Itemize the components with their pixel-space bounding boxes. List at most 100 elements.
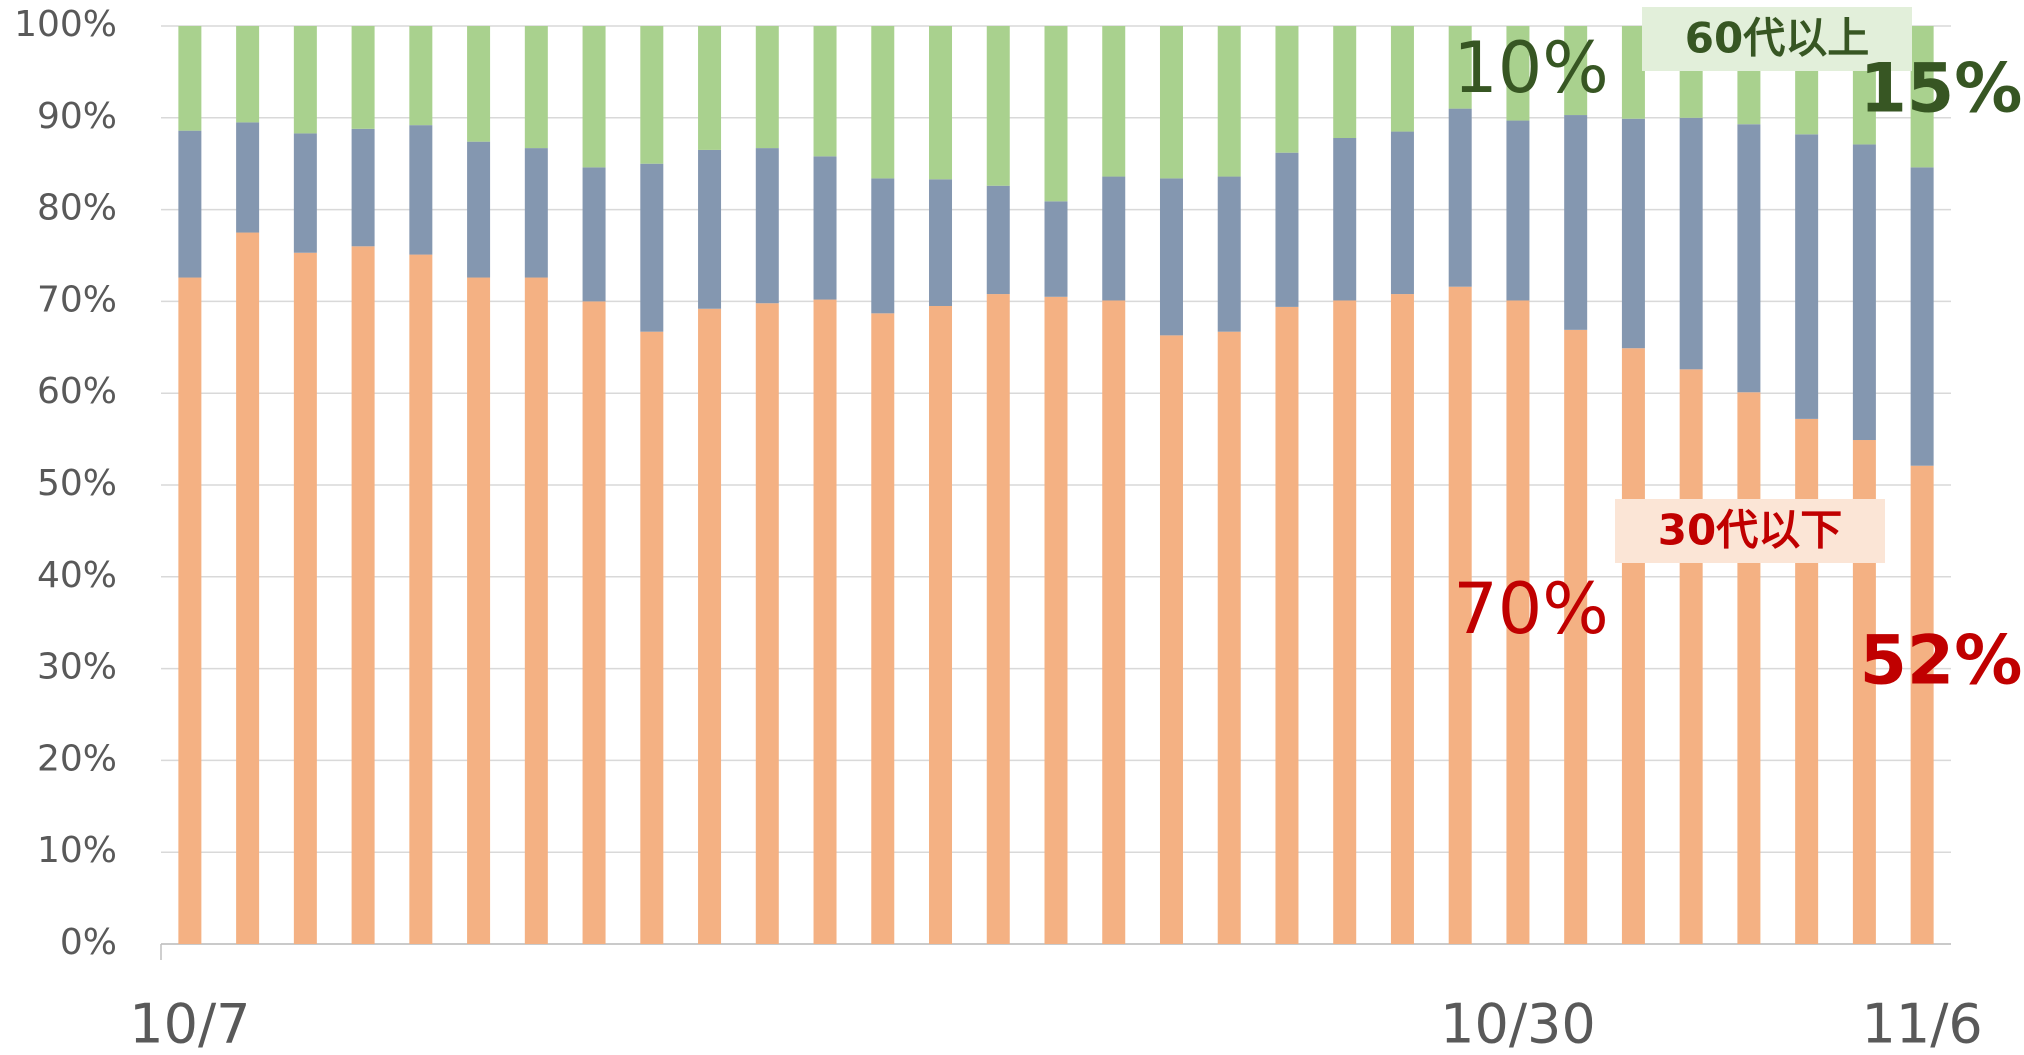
bar-segment xyxy=(640,331,664,945)
y-tick-label: 10% xyxy=(37,830,117,871)
bar-segment xyxy=(1448,26,1472,109)
bar-segment xyxy=(351,128,375,247)
y-tick-label: 0% xyxy=(60,922,117,963)
bar-segment xyxy=(755,148,779,304)
bar-segment xyxy=(351,246,375,944)
bar-segment xyxy=(1217,331,1241,945)
bar-segment xyxy=(1852,144,1876,441)
bar-segment xyxy=(986,26,1010,186)
bar-segment xyxy=(1390,294,1414,944)
y-tick-label: 80% xyxy=(37,188,117,229)
bar-segment xyxy=(1795,418,1819,944)
bar-segment xyxy=(582,301,606,944)
bar-segment xyxy=(755,303,779,945)
bar-segment xyxy=(1506,300,1530,944)
bar-segment xyxy=(178,26,202,131)
y-tick-label: 20% xyxy=(37,738,117,779)
annotation: 52% xyxy=(1860,622,2023,701)
bar-segment xyxy=(1506,120,1530,301)
bar-segment xyxy=(1448,108,1472,287)
bar-segment xyxy=(1217,176,1241,332)
bar-segment xyxy=(1390,26,1414,132)
bar-segment xyxy=(1275,26,1299,153)
bar-segment xyxy=(1679,369,1703,944)
bar-segment xyxy=(1044,26,1068,202)
bar-segment xyxy=(524,148,548,278)
bar-segment xyxy=(1910,167,1934,466)
bar-segment xyxy=(1795,134,1819,419)
bar-segment xyxy=(929,179,953,306)
bar-segment xyxy=(178,130,202,278)
bar-segment xyxy=(1910,26,1934,168)
bar-segment xyxy=(640,26,664,164)
series-label: 30代以下 xyxy=(1658,506,1842,555)
bar-segment xyxy=(409,26,433,126)
bar-segment xyxy=(524,26,548,149)
series-label-box xyxy=(1615,499,1885,563)
bar-segment xyxy=(1217,26,1241,177)
bar-segment xyxy=(1159,178,1183,336)
bar-segment xyxy=(698,26,722,150)
bar-segment xyxy=(293,252,317,945)
bar-segment xyxy=(1044,201,1068,297)
series-label: 60代以上 xyxy=(1685,14,1869,63)
bar-segment xyxy=(1679,117,1703,370)
bar-segment xyxy=(1390,131,1414,295)
annotation: 10% xyxy=(1453,27,1609,109)
bar-segment xyxy=(813,156,837,300)
bar-segment xyxy=(1910,465,1934,944)
bar-segment xyxy=(236,122,260,233)
bar-segment xyxy=(1102,300,1126,944)
y-tick-label: 90% xyxy=(37,96,117,137)
bar-segment xyxy=(1333,26,1357,138)
bar-segment xyxy=(1333,137,1357,301)
bar-segment xyxy=(1275,306,1299,945)
bar-segment xyxy=(1102,26,1126,177)
y-tick-label: 30% xyxy=(37,647,117,688)
bar-segment xyxy=(582,26,606,168)
bar-segment xyxy=(293,26,317,134)
bar-segment xyxy=(871,178,895,314)
bar-segment xyxy=(986,294,1010,944)
bar-segment xyxy=(813,299,837,945)
bar-segment xyxy=(929,305,953,944)
bar-segment xyxy=(582,167,606,302)
bar-segment xyxy=(640,163,664,332)
x-tick-label: 10/30 xyxy=(1440,993,1596,1055)
bar-segment xyxy=(351,26,375,129)
bar-segment xyxy=(871,26,895,179)
bar-segment xyxy=(698,308,722,944)
bar-segment xyxy=(467,141,491,278)
bar-segment xyxy=(1333,300,1357,944)
bar-segment xyxy=(986,185,1010,295)
bar-segment xyxy=(293,133,317,253)
bar-segment xyxy=(698,149,722,309)
bar-segment xyxy=(813,26,837,157)
bar-segment xyxy=(467,26,491,142)
x-tick-label: 11/6 xyxy=(1861,993,1982,1055)
bar-segment xyxy=(871,313,895,945)
bar-segment xyxy=(1621,26,1645,119)
series-label-box xyxy=(1642,7,1912,71)
bar-segment xyxy=(178,277,202,945)
bar-segment xyxy=(236,26,260,123)
bar-segment xyxy=(929,26,953,180)
y-tick-label: 70% xyxy=(37,279,117,320)
bar-segment xyxy=(409,125,433,255)
y-tick-label: 60% xyxy=(37,371,117,412)
bar-segment xyxy=(1852,440,1876,944)
y-tick-label: 100% xyxy=(14,4,117,45)
bar-segment xyxy=(755,26,779,149)
bar-segment xyxy=(1621,348,1645,944)
bar-segment xyxy=(236,232,260,945)
bar-segment xyxy=(1621,118,1645,349)
bar-segment xyxy=(1564,26,1588,116)
bar-segment xyxy=(1506,26,1530,121)
bar-segment xyxy=(1159,26,1183,179)
bar-segment xyxy=(524,277,548,945)
bar-segment xyxy=(1159,335,1183,945)
bar-segment xyxy=(409,254,433,944)
bar-segment xyxy=(1737,124,1761,393)
y-tick-label: 50% xyxy=(37,463,117,504)
bar-segment xyxy=(1044,296,1068,944)
